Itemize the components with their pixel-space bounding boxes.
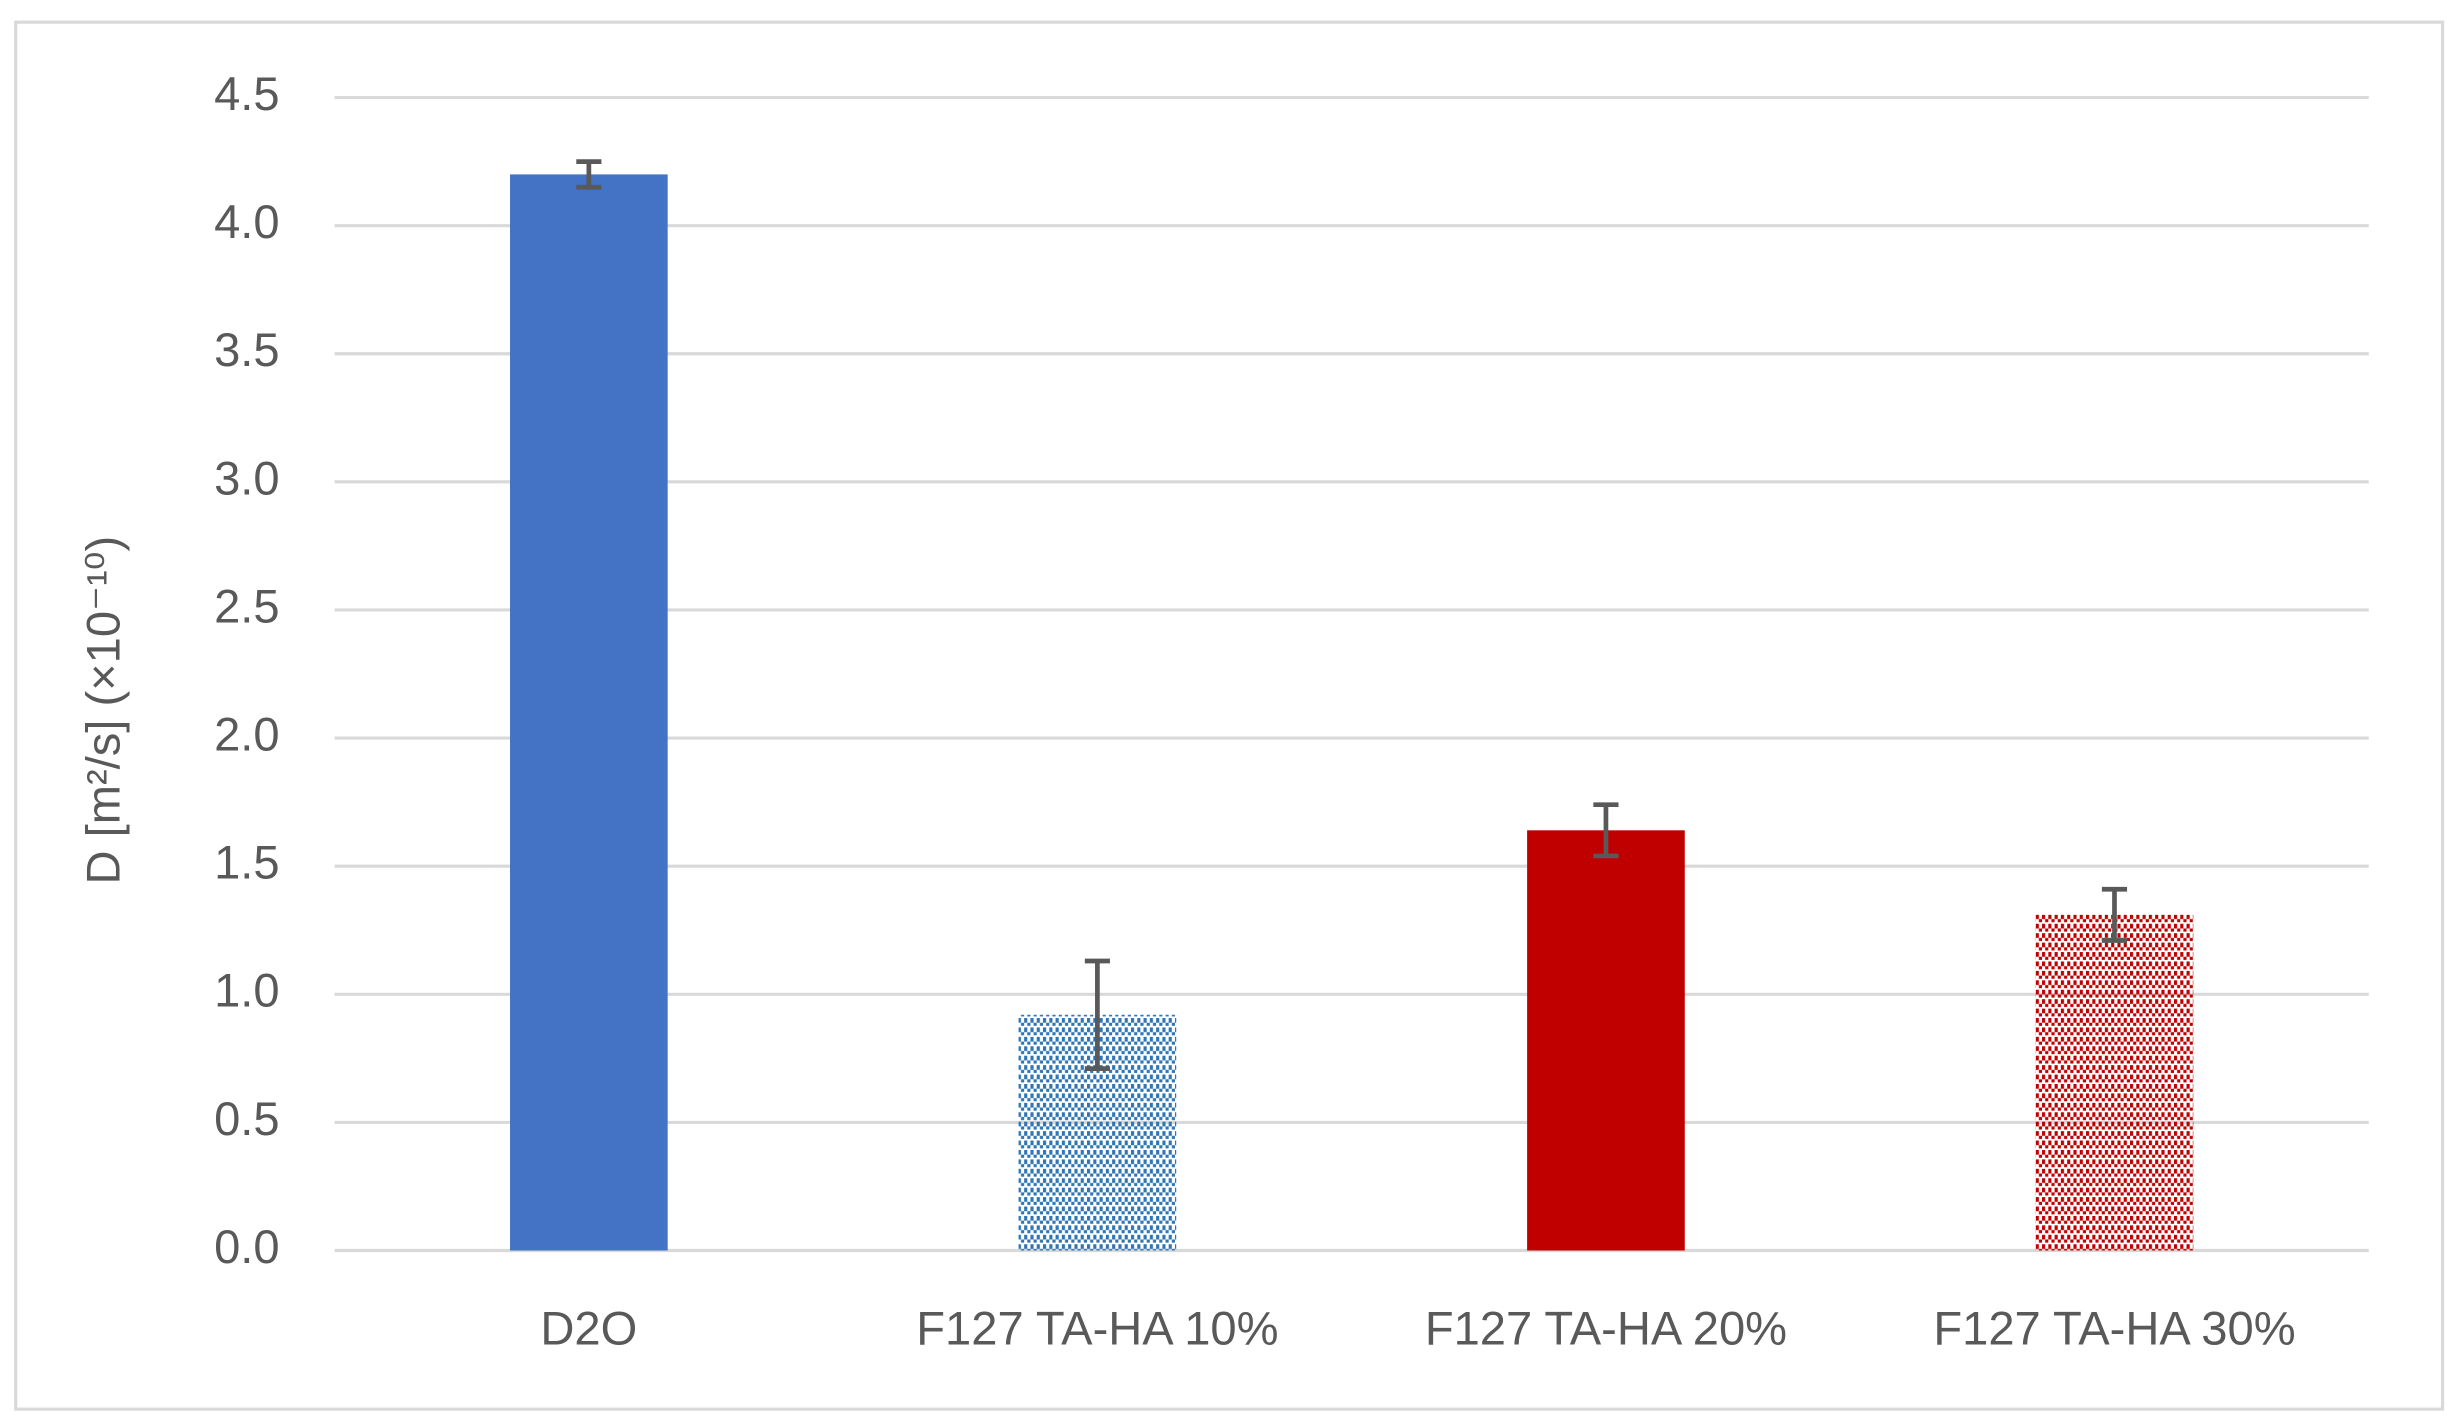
error-bar xyxy=(1593,802,1619,859)
x-tick-label: F127 TA-HA 30% xyxy=(1933,1302,2295,1355)
y-tick-label: 2.5 xyxy=(214,579,280,632)
y-tick-label: 2.0 xyxy=(214,708,280,761)
y-tick-label: 4.0 xyxy=(214,195,280,248)
y-tick-label: 4.5 xyxy=(214,67,280,120)
y-tick-label: 1.0 xyxy=(214,964,280,1017)
y-tick-label: 0.5 xyxy=(214,1092,280,1145)
error-bar xyxy=(576,159,602,190)
bar xyxy=(2035,914,2194,1251)
bar xyxy=(1527,830,1685,1251)
bar xyxy=(510,174,668,1251)
y-tick-label: 3.5 xyxy=(214,323,280,376)
x-tick-label: D2O xyxy=(540,1302,637,1355)
error-bar xyxy=(2101,886,2128,943)
error-bar xyxy=(1084,958,1110,1071)
x-tick-label: F127 TA-HA 20% xyxy=(1425,1302,1787,1355)
x-tick-label: F127 TA-HA 10% xyxy=(916,1302,1278,1355)
y-tick-label: 1.5 xyxy=(214,836,280,889)
y-tick-label: 0.0 xyxy=(214,1220,280,1273)
y-axis-label: D [m²/s] (×10⁻¹⁰) xyxy=(76,536,129,885)
y-tick-label: 3.0 xyxy=(214,451,280,504)
